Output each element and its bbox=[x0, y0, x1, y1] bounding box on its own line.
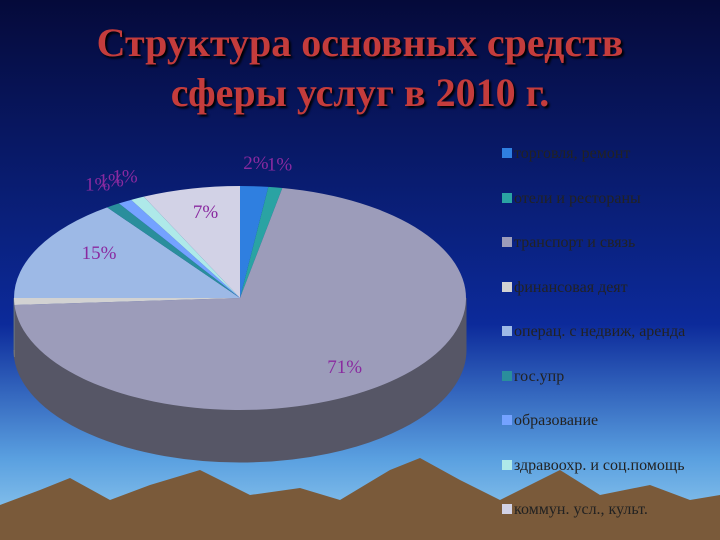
legend-swatch bbox=[502, 415, 512, 425]
pie-slice bbox=[240, 186, 269, 298]
pie-slice bbox=[118, 199, 240, 298]
pie-slice bbox=[14, 187, 466, 411]
legend-swatch bbox=[502, 192, 512, 203]
value-label: 1% bbox=[112, 167, 138, 188]
legend-label: операц. с недвиж, аренда bbox=[514, 323, 686, 340]
legend-swatch bbox=[502, 459, 512, 470]
value-label: 1% bbox=[98, 170, 124, 191]
legend-label: здравоохр. и соц.помощь bbox=[514, 456, 685, 474]
legend-label: образование bbox=[514, 412, 599, 429]
mountains bbox=[0, 458, 720, 540]
pie-slice bbox=[14, 298, 240, 306]
pie-slice bbox=[14, 207, 240, 298]
legend-label: гос.упр bbox=[514, 367, 565, 385]
legend-label: отели и рестораны bbox=[514, 189, 641, 207]
legend-swatch bbox=[502, 237, 512, 247]
value-label: 1% bbox=[85, 175, 111, 196]
legend-swatch bbox=[502, 281, 512, 292]
legend-swatch bbox=[502, 370, 512, 381]
legend-entry: отели и рестораны bbox=[502, 189, 714, 208]
pie-slice bbox=[143, 186, 240, 298]
value-label: 71% bbox=[327, 357, 362, 378]
legend-entry: образование bbox=[502, 411, 714, 430]
legend-swatch bbox=[502, 148, 512, 158]
pie-slice bbox=[131, 196, 240, 298]
value-label: 2% bbox=[243, 153, 269, 174]
legend-entry: транспорт и связь bbox=[502, 233, 714, 252]
value-label: 1% bbox=[267, 154, 293, 175]
legend-label: коммун. усл., культ. bbox=[514, 501, 648, 518]
pie-slice bbox=[107, 203, 241, 298]
legend-entry: коммун. усл., культ. bbox=[502, 500, 714, 519]
legend-swatch bbox=[502, 326, 512, 336]
legend-label: финансовая деят bbox=[514, 278, 628, 296]
legend-swatch bbox=[502, 504, 512, 514]
value-label: 15% bbox=[82, 243, 117, 264]
legend-entry: торговля, ремонт bbox=[502, 144, 714, 163]
legend-label: транспорт и связь bbox=[514, 234, 636, 251]
legend-entry: операц. с недвиж, аренда bbox=[502, 322, 714, 341]
legend-entry: здравоохр. и соц.помощь bbox=[502, 456, 714, 475]
legend-entry: гос.упр bbox=[502, 367, 714, 386]
legend-label: торговля, ремонт bbox=[514, 145, 631, 162]
pie-slice bbox=[240, 186, 283, 298]
legend-entry: финансовая деят bbox=[502, 278, 714, 297]
chart-title: Структура основных средств сферы услуг в… bbox=[96, 20, 624, 115]
value-label: 7% bbox=[193, 202, 219, 223]
